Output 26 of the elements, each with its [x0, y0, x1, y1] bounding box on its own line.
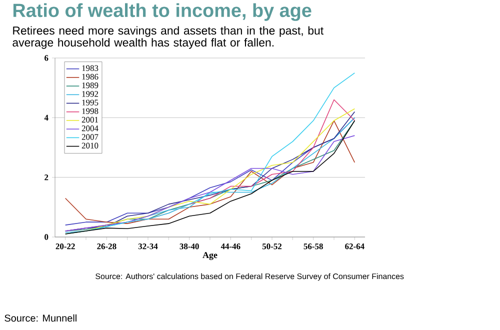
- legend-label: 1989: [82, 82, 98, 88]
- chart-subtitle: Retirees need more savings and assets than in the past, but average household wealth has stayed flat or fallen.: [12, 26, 324, 49]
- legend-label: 1992: [82, 91, 98, 97]
- x-tick-label: 56-58: [304, 244, 323, 250]
- x-axis-title: Age: [202, 252, 218, 260]
- legend-label: 2004: [82, 126, 98, 132]
- legend-label: 2001: [82, 116, 98, 123]
- legend-label: 1995: [82, 100, 98, 106]
- x-tick-label: 26-28: [97, 244, 116, 250]
- legend-label: 2010: [82, 142, 98, 148]
- y-tick-label: 4: [44, 114, 48, 120]
- x-tick-label: 62-64: [345, 244, 364, 250]
- x-tick-label: 38-40: [180, 244, 199, 250]
- y-tick-label: 2: [44, 174, 48, 180]
- source-note: Source: Munnell: [4, 314, 76, 322]
- legend-label: 1998: [82, 108, 98, 114]
- y-tick-label: 6: [44, 55, 48, 61]
- legend-label: 1983: [82, 65, 98, 71]
- chart-title: Ratio of wealth to income, by age: [13, 3, 312, 21]
- legend-label: 2007: [82, 134, 98, 140]
- x-tick-label: 50-52: [262, 244, 282, 250]
- legend-label: 1986: [82, 74, 98, 80]
- y-tick-label: 0: [44, 234, 48, 240]
- x-tick-label: 20-22: [56, 244, 75, 250]
- x-tick-label: 44-46: [220, 244, 240, 250]
- x-tick-label: 32-34: [138, 244, 158, 250]
